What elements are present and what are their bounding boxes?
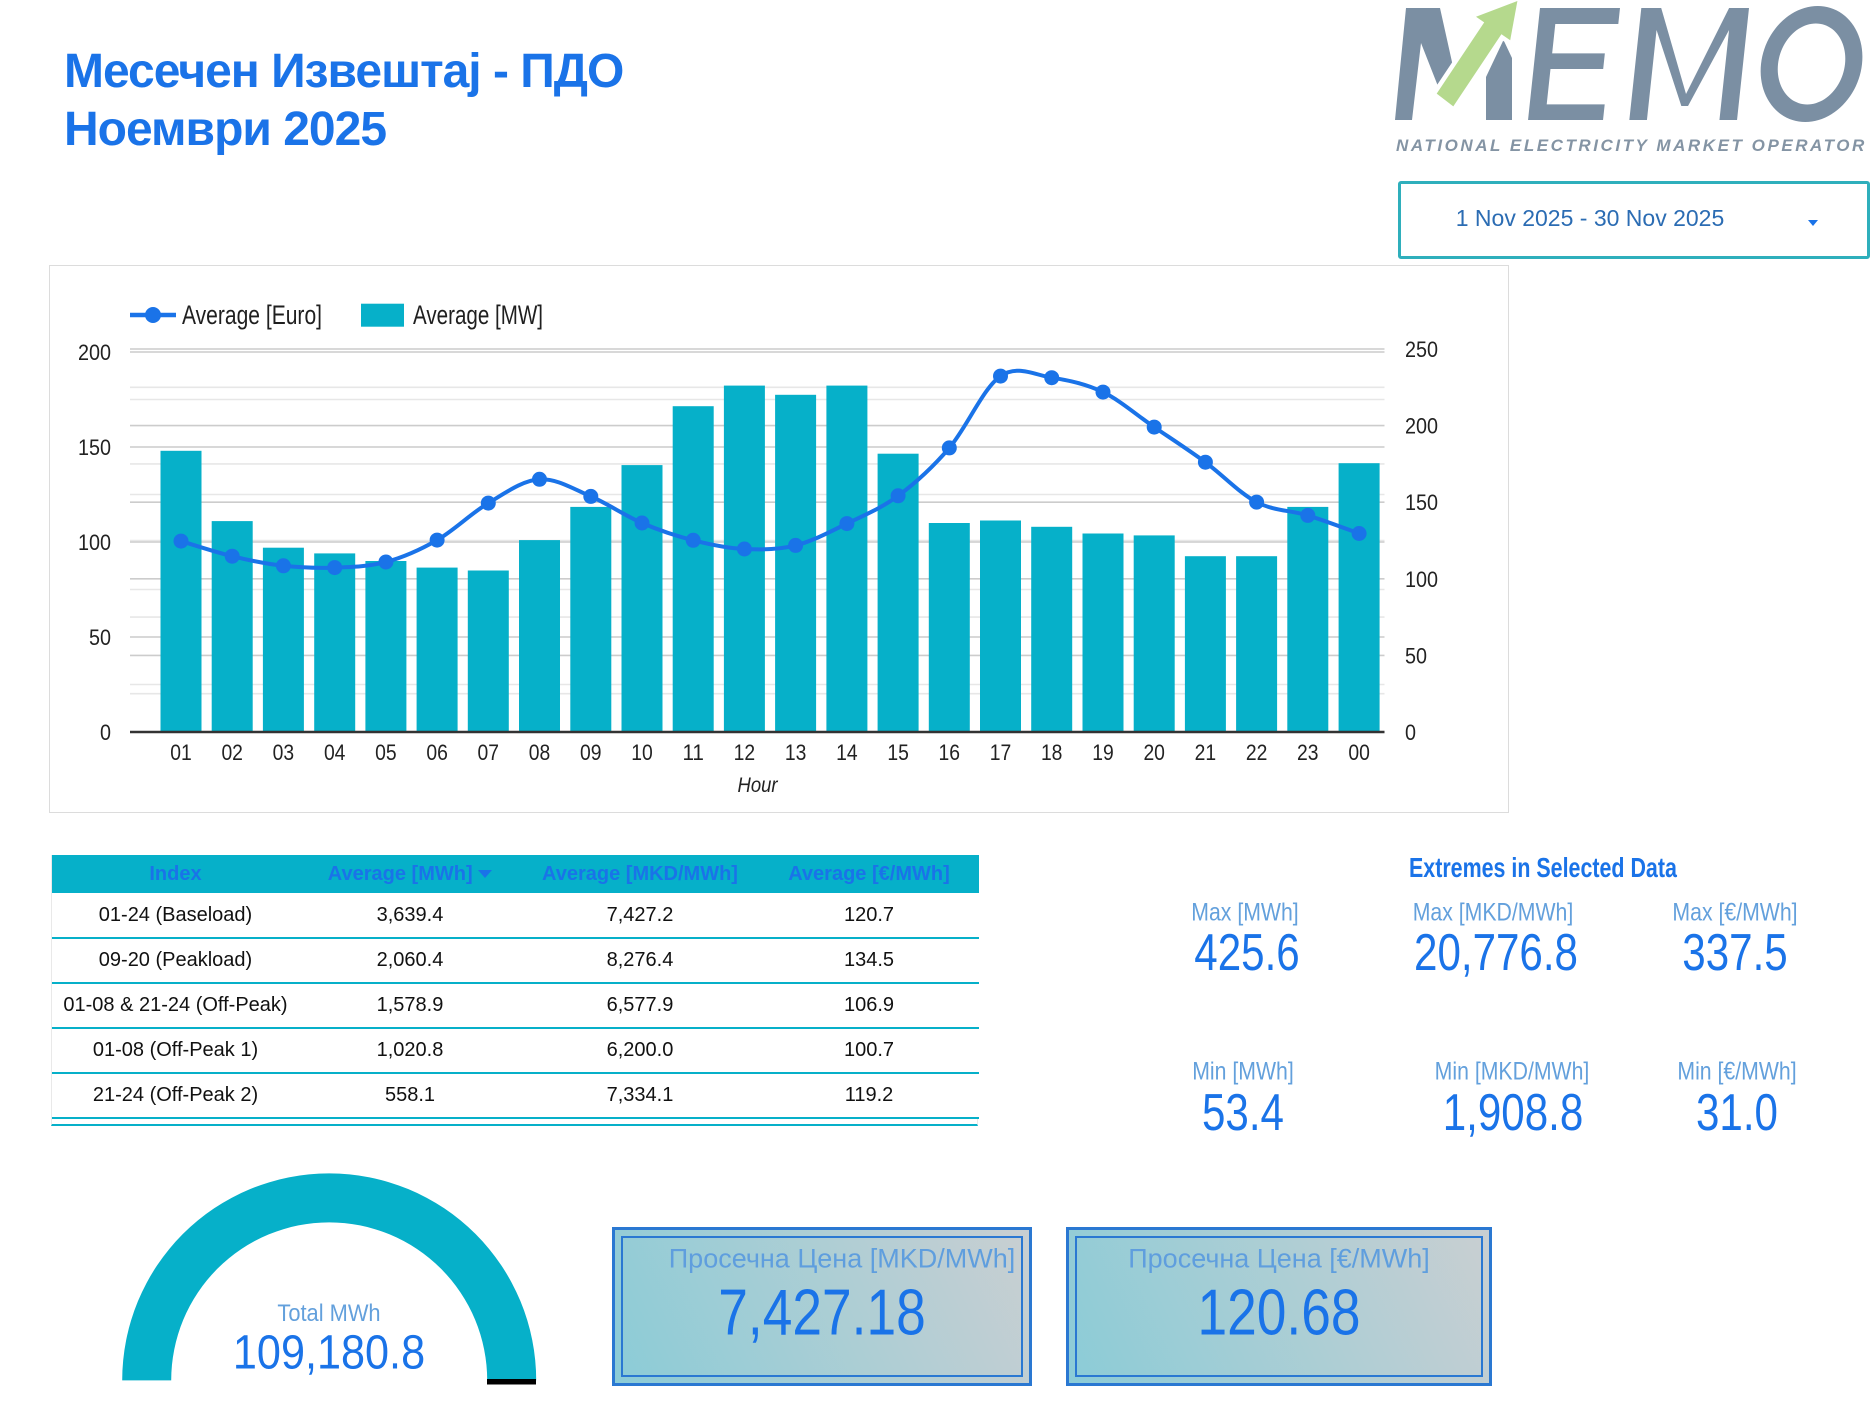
svg-text:05: 05 [375,740,397,765]
svg-text:06: 06 [426,740,448,765]
svg-text:21: 21 [1195,740,1217,765]
svg-text:23: 23 [1297,740,1319,765]
svg-text:100: 100 [78,530,111,555]
svg-text:200: 200 [78,340,111,365]
svg-text:12: 12 [734,740,756,765]
svg-text:50: 50 [89,625,111,650]
svg-text:17: 17 [990,740,1012,765]
svg-text:14: 14 [836,740,858,765]
svg-text:00: 00 [1348,740,1370,765]
svg-text:Average [Euro]: Average [Euro] [182,300,322,330]
svg-text:250: 250 [1405,337,1438,362]
svg-text:15: 15 [887,740,909,765]
svg-text:150: 150 [78,435,111,460]
svg-text:08: 08 [529,740,551,765]
svg-text:09: 09 [580,740,602,765]
svg-text:100: 100 [1405,567,1438,592]
svg-text:10: 10 [631,740,653,765]
svg-text:18: 18 [1041,740,1063,765]
svg-text:07: 07 [478,740,500,765]
svg-text:NATIONAL ELECTRICITY MARKET OP: NATIONAL ELECTRICITY MARKET OPERATOR [1396,136,1867,155]
svg-text:19: 19 [1092,740,1114,765]
svg-text:Average [MW]: Average [MW] [413,300,543,330]
svg-text:13: 13 [785,740,807,765]
svg-text:22: 22 [1246,740,1268,765]
svg-text:0: 0 [1405,720,1416,745]
svg-text:16: 16 [939,740,961,765]
svg-text:Hour: Hour [738,774,779,797]
svg-text:200: 200 [1405,414,1438,439]
svg-text:02: 02 [221,740,243,765]
svg-text:04: 04 [324,740,346,765]
svg-text:03: 03 [273,740,295,765]
svg-text:01: 01 [170,740,192,765]
svg-text:0: 0 [100,720,111,745]
svg-text:11: 11 [682,740,704,765]
svg-text:150: 150 [1405,490,1438,515]
svg-text:50: 50 [1405,643,1427,668]
svg-text:20: 20 [1143,740,1165,765]
